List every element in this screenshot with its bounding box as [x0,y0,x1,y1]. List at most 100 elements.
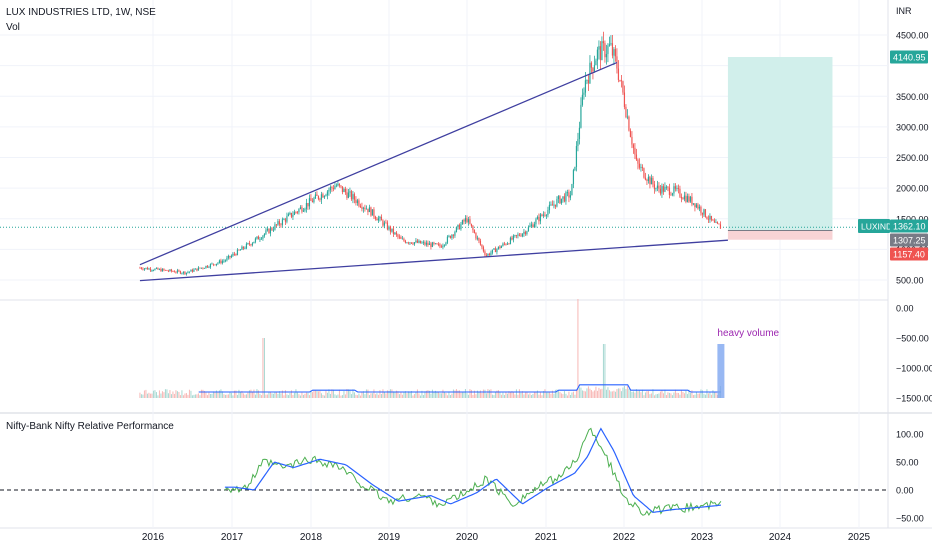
candle-body[interactable] [584,80,587,93]
candle-body[interactable] [641,166,644,169]
candle-body[interactable] [224,260,227,262]
candle-body[interactable] [301,207,303,212]
candle-body[interactable] [452,234,455,236]
candle-body[interactable] [158,268,161,270]
candle-body[interactable] [716,222,719,224]
candle-body[interactable] [377,218,380,221]
candle-body[interactable] [632,144,635,148]
candle-body[interactable] [272,229,275,231]
candle-body[interactable] [421,242,423,244]
lower-trendline[interactable] [139,239,728,282]
candle-body[interactable] [559,196,561,204]
indicator-legend[interactable]: Nifty-Bank Nifty Relative Performance [6,421,174,432]
candle-body[interactable] [349,191,351,193]
candle-body[interactable] [461,220,464,225]
candle-body[interactable] [317,195,320,199]
candle-body[interactable] [319,198,321,200]
candle-body[interactable] [230,255,233,258]
candle-body[interactable] [706,216,708,219]
candle-body[interactable] [269,228,272,234]
candle-body[interactable] [557,196,560,200]
candle-body[interactable] [388,226,390,230]
candle-body[interactable] [535,219,537,225]
candle-body[interactable] [649,176,651,185]
candle-body[interactable] [449,235,452,239]
candle-body[interactable] [254,238,257,242]
candle-body[interactable] [682,198,684,200]
candle-body[interactable] [391,228,393,232]
volume-legend[interactable]: Vol [6,22,20,33]
candle-body[interactable] [140,267,143,269]
candle-body[interactable] [356,200,359,203]
candle-body[interactable] [340,185,342,187]
candle-body[interactable] [602,41,605,44]
candle-body[interactable] [494,248,497,253]
candle-body[interactable] [673,186,675,194]
candle-body[interactable] [686,196,689,202]
candle-body[interactable] [662,186,665,192]
candle-body[interactable] [442,245,444,248]
candle-body[interactable] [698,206,701,209]
candle-body[interactable] [415,240,417,243]
candle-body[interactable] [353,194,356,200]
candle-body[interactable] [479,240,482,245]
candle-body[interactable] [605,54,608,58]
candle-body[interactable] [667,186,669,188]
candle-body[interactable] [338,183,341,186]
candle-body[interactable] [287,214,290,217]
candle-body[interactable] [367,208,369,213]
candle-body[interactable] [401,238,404,240]
candle-body[interactable] [313,198,315,203]
candle-body[interactable] [434,243,437,245]
candle-body[interactable] [583,92,585,95]
candle-body[interactable] [524,231,527,235]
relative-performance-ma[interactable] [224,427,721,513]
candle-body[interactable] [578,127,581,139]
entry-price-badge[interactable]: 1307.25 [893,236,926,246]
candle-body[interactable] [256,236,258,239]
candle-body[interactable] [676,187,678,189]
candle-body[interactable] [455,227,458,232]
candle-body[interactable] [283,219,285,221]
candle-body[interactable] [613,49,615,56]
candle-body[interactable] [572,170,575,185]
candle-body[interactable] [539,214,542,222]
candle-body[interactable] [664,186,666,192]
candle-body[interactable] [697,204,699,209]
candle-body[interactable] [185,272,188,275]
candle-body[interactable] [553,204,555,206]
candle-body[interactable] [293,211,296,215]
candle-body[interactable] [187,272,189,273]
candle-body[interactable] [350,191,353,200]
candle-body[interactable] [607,45,609,55]
candle-body[interactable] [329,186,332,191]
candle-body[interactable] [464,218,467,222]
candle-body[interactable] [191,269,194,272]
candle-body[interactable] [176,270,179,273]
candle-body[interactable] [436,243,438,245]
candle-body[interactable] [580,104,582,128]
candle-body[interactable] [719,224,722,229]
target-price-badge[interactable]: 4140.95 [893,53,926,63]
candle-body[interactable] [266,228,269,231]
candle-body[interactable] [145,267,147,269]
candle-body[interactable] [482,247,485,252]
candle-body[interactable] [430,243,432,247]
candle-body[interactable] [164,269,167,271]
candle-body[interactable] [529,225,531,228]
candle-body[interactable] [596,49,599,61]
last-price-badge[interactable]: 1362.10 [893,222,926,232]
candle-body[interactable] [683,195,686,200]
candle-body[interactable] [431,242,434,247]
candle-body[interactable] [328,190,330,192]
candle-body[interactable] [712,219,714,221]
candle-body[interactable] [289,212,291,215]
candle-body[interactable] [506,243,509,245]
candle-body[interactable] [643,168,645,178]
candle-body[interactable] [517,234,519,236]
candle-body[interactable] [610,43,612,45]
candle-body[interactable] [374,216,377,219]
candle-body[interactable] [644,177,647,180]
candle-body[interactable] [262,235,264,239]
